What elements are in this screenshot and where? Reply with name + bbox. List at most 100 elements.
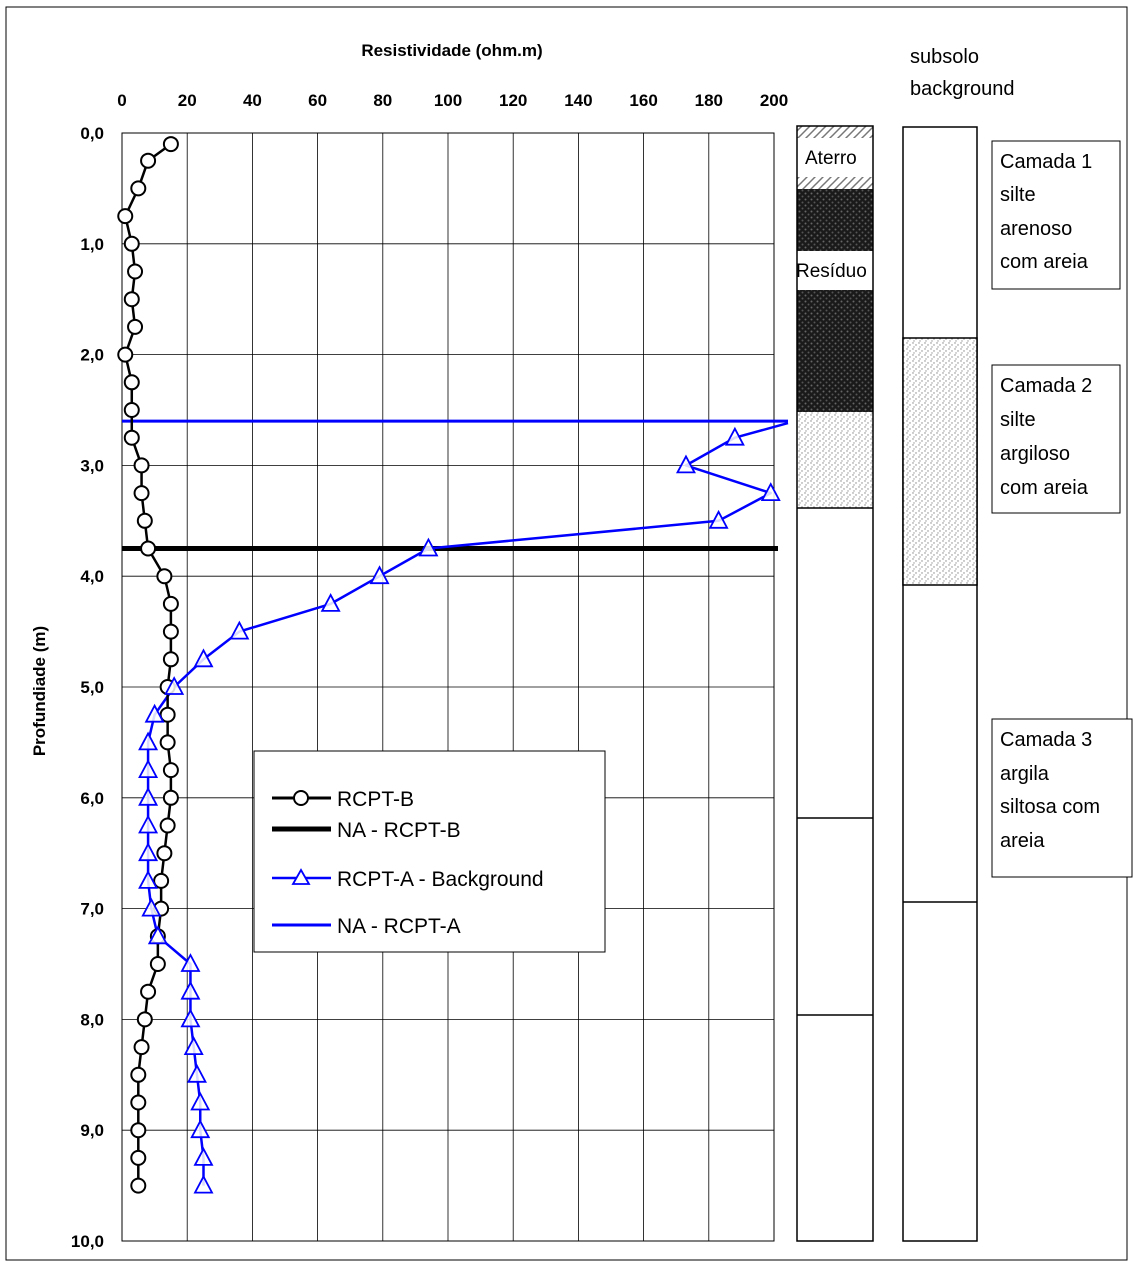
legend-item-na-rcpt-a: NA - RCPT-A (272, 915, 461, 938)
plot-area: 0 20 40 60 80 100 120 140 160 180 200 0,0 1,0 2,0 3,0… (71, 91, 789, 1251)
legend-triangle-marker-icon (291, 868, 311, 885)
residuo-label: Resíduo (796, 261, 867, 282)
rcpt-a-point (138, 814, 159, 834)
rcpt-b-point (123, 291, 140, 308)
y-tick-label: 0,0 (80, 124, 104, 143)
x-tick-label: 80 (373, 91, 392, 110)
rcpt-b-point (133, 485, 150, 502)
rcpt-b-point (159, 817, 176, 834)
rcpt-b-point (153, 872, 170, 889)
legend-label: RCPT-A - Background (337, 868, 544, 891)
legend: RCPT-B NA - RCPT-B RCPT-A - Background N… (253, 750, 606, 953)
y-tick-label: 2,0 (80, 346, 104, 365)
y-tick-label: 10,0 (71, 1232, 104, 1251)
rcpt-a-point (180, 1008, 201, 1028)
aterro-label: Aterro (805, 148, 857, 169)
rcpt-a-point (193, 648, 214, 668)
x-tick-label: 0 (117, 91, 126, 110)
rcpt-b-point (136, 512, 153, 529)
x-tick-labels: 0 20 40 60 80 100 120 140 160 180 200 (117, 91, 788, 110)
rcpt-a-point (675, 454, 696, 474)
rcpt-a-point (180, 980, 201, 1000)
aterro-hatch-top (797, 126, 873, 138)
rcpt-b-point (117, 346, 134, 363)
x-tick-label: 140 (564, 91, 592, 110)
rcpt-a-point (141, 897, 162, 917)
layer-box-line: silte (1000, 409, 1036, 431)
rcpt-b-point (130, 1094, 147, 1111)
y-tick-label: 4,0 (80, 567, 104, 586)
rcpt-b-point (140, 540, 157, 557)
legend-label: RCPT-B (337, 788, 414, 811)
rcpt-a-point (164, 676, 185, 695)
rcpt-a-point (183, 1036, 204, 1055)
x-tick-label: 160 (629, 91, 657, 110)
layer-box-line: arenoso (1000, 218, 1072, 240)
rcpt-b-point (156, 568, 173, 585)
rcpt-a-point (418, 537, 439, 557)
rcpt-a-point (369, 565, 390, 585)
rcpt-b-point (136, 1011, 153, 1028)
y-tick-label: 3,0 (80, 456, 104, 475)
rcpt-b-point (130, 1122, 147, 1139)
rcpt-b-point (149, 956, 166, 972)
rcpt-b-point (123, 402, 140, 418)
rcpt-b-point (156, 845, 173, 862)
legend-item-rcpt-b: RCPT-B (272, 788, 414, 811)
rcpt-b-point (130, 1149, 147, 1166)
rcpt-b-point (162, 623, 179, 640)
background-label: background (910, 78, 1015, 100)
rcpt-b-point (133, 1039, 150, 1056)
strat-column-1: Aterro Resíduo (796, 125, 874, 1242)
x-axis-title: Resistividade (ohm.m) (361, 41, 542, 60)
residuo-fill-lower (797, 290, 873, 412)
rcpt-a-point (193, 1146, 214, 1166)
layer-box-3: Camada 3 argila siltosa com areia (991, 718, 1133, 878)
y-axis-title: Profundiade (m) (30, 626, 49, 756)
y-tick-label: 5,0 (80, 678, 104, 697)
rcpt-a-point (760, 482, 781, 501)
rcpt-a-point (708, 509, 729, 529)
rcpt-b-point (130, 180, 147, 197)
y-tick-label: 8,0 (80, 1010, 104, 1029)
legend-item-rcpt-a: RCPT-A - Background (272, 868, 544, 891)
rcpt-b-point (123, 374, 140, 391)
legend-circle-marker-icon (293, 790, 309, 806)
layer-box-line: argiloso (1000, 443, 1070, 465)
camada-2-fill (902, 337, 978, 586)
rcpt-a-point (144, 703, 165, 723)
rcpt-b-point (140, 983, 157, 1000)
x-tick-label: 180 (695, 91, 723, 110)
y-tick-label: 1,0 (80, 235, 104, 254)
rcpt-b-point (123, 235, 140, 252)
rcpt-b-point (127, 263, 144, 280)
x-tick-label: 100 (434, 91, 462, 110)
rcpt-b-point (162, 762, 179, 779)
rcpt-a-point (147, 925, 168, 945)
x-tick-label: 40 (243, 91, 262, 110)
rcpt-a-point (138, 759, 159, 778)
rcpt-b-point (162, 136, 179, 153)
layer-box-line: Camada 3 (1000, 729, 1092, 751)
x-tick-label: 60 (308, 91, 327, 110)
rcpt-a-point (724, 426, 745, 446)
rcpt-b-point (130, 1177, 147, 1194)
legend-label: NA - RCPT-A (337, 915, 461, 938)
rcpt-b-point (159, 734, 176, 751)
rcpt-a-point (186, 1063, 207, 1083)
rcpt-b-point (162, 651, 179, 668)
grid-lines (121, 132, 775, 1242)
rcpt-b-point (130, 1066, 147, 1083)
y-tick-label: 9,0 (80, 1121, 104, 1140)
rcpt-a-point (138, 869, 159, 889)
x-tick-label: 120 (499, 91, 527, 110)
layer-box-line: Camada 2 (1000, 375, 1092, 397)
layer-box-line: areia (1000, 830, 1045, 852)
subsolo-label: subsolo (910, 46, 979, 68)
rcpt-b-point (159, 706, 176, 723)
layer-box-2: Camada 2 silte argiloso com areia (991, 364, 1121, 514)
rcpt-b-point (162, 595, 179, 612)
layer-box-line: com areia (1000, 251, 1089, 273)
y-tick-label: 6,0 (80, 789, 104, 808)
